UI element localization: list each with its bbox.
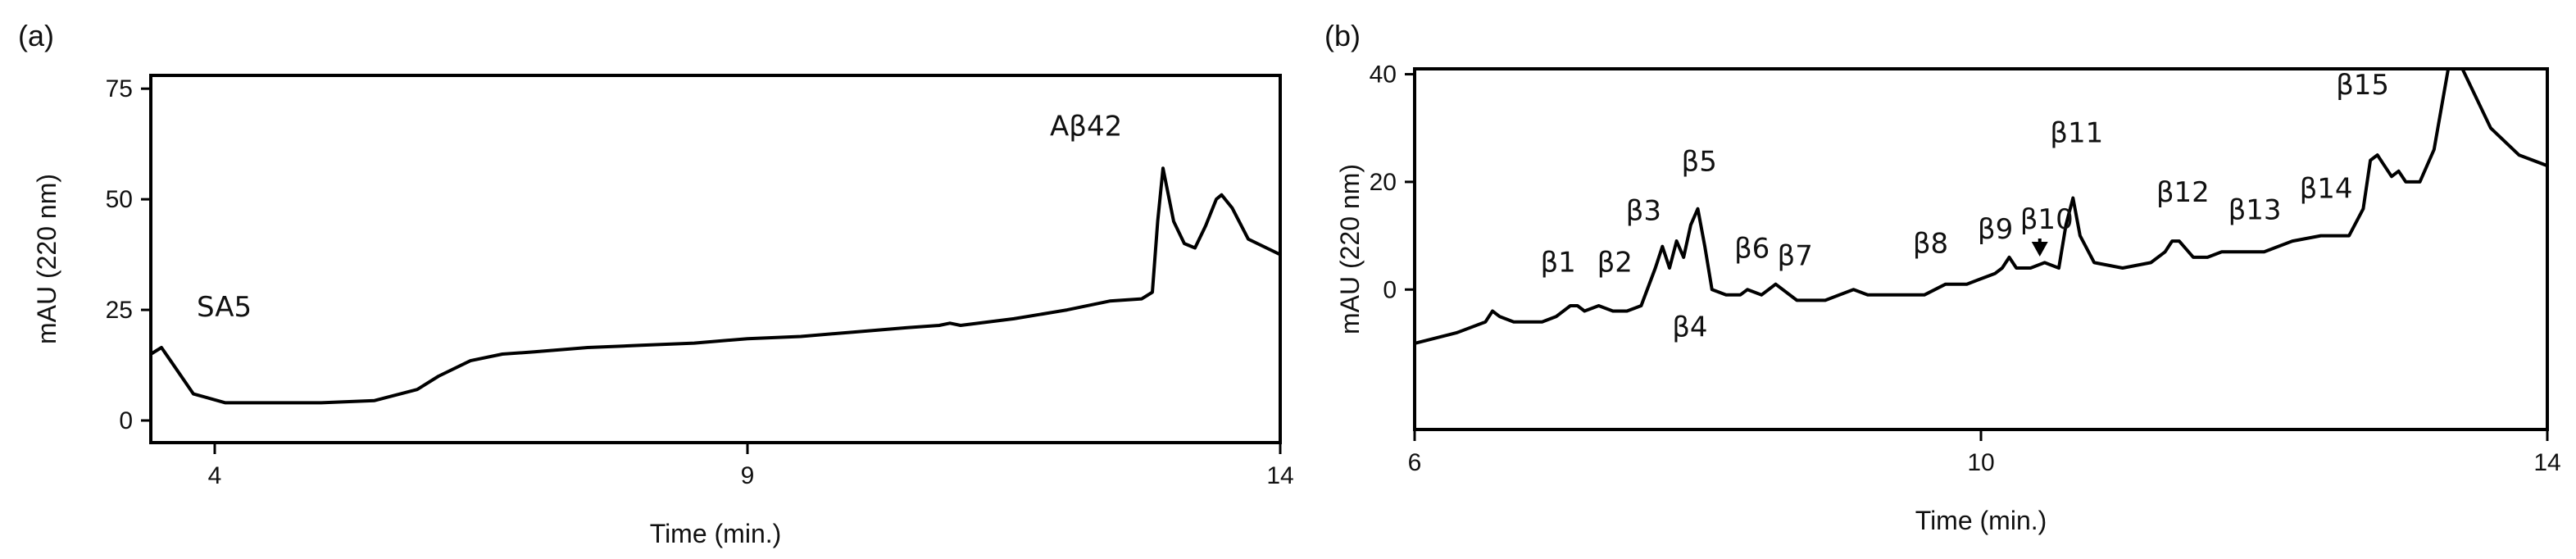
panel-b-chart: (b) 0 20 40 6 10 14 Time (min.) mAU (220 nm) β1 β2… (1324, 19, 2561, 535)
y-tick-label: 25 (106, 297, 133, 324)
peak-label: β6 (1734, 233, 1770, 266)
x-tick-label: 14 (1266, 462, 1293, 489)
peak-label: SA5 (197, 291, 252, 324)
x-axis-label: Time (min.) (650, 519, 782, 548)
peak-label: β11 (2050, 117, 2103, 150)
peak-label: β13 (2228, 193, 2282, 226)
y-tick-label: 20 (1370, 169, 1397, 196)
peak-label: β10 (2020, 203, 2074, 236)
y-tick-label: 0 (1383, 276, 1397, 303)
peak-label: β15 (2336, 69, 2389, 102)
plot-frame (1413, 67, 2549, 431)
peak-label: β8 (1913, 228, 1948, 261)
y-tick-label: 0 (119, 407, 133, 434)
x-tick-label: 4 (208, 462, 222, 489)
peak-label: β1 (1540, 247, 1575, 280)
x-tick-label: 6 (1408, 449, 1422, 476)
x-tick-label: 14 (2533, 449, 2560, 476)
y-tick-label: 75 (106, 75, 133, 102)
x-tick-label: 9 (741, 462, 755, 489)
y-tick-label: 40 (1370, 61, 1397, 89)
chromatogram-trace (1415, 69, 2547, 345)
peak-label: β14 (2300, 173, 2353, 206)
x-axis-label: Time (min.) (1915, 506, 2047, 535)
peak-label: β5 (1682, 146, 1717, 179)
peak-label: β3 (1626, 195, 1661, 228)
peak-label: Aβ42 (1050, 110, 1122, 143)
x-tick-label: 10 (1967, 449, 1994, 476)
panel-a-chart: (a) 0 25 50 75 4 9 14 Time (min.) mAU (220 nm) SA5… (18, 19, 1294, 548)
y-axis-label: mAU (220 nm) (32, 174, 61, 344)
peak-label: β7 (1778, 239, 1813, 272)
peak-label: β9 (1978, 213, 2013, 246)
panel-label: (a) (18, 19, 54, 52)
peak-label: β2 (1597, 247, 1633, 280)
peak-label: β4 (1672, 311, 1707, 343)
chromatogram-trace (151, 166, 1280, 405)
panel-label: (b) (1324, 19, 1361, 52)
arrow-head (2031, 241, 2048, 257)
y-axis-label: mAU (220 nm) (1335, 164, 1365, 334)
peak-label: β12 (2156, 176, 2210, 209)
plot-frame (149, 74, 1282, 444)
y-tick-label: 50 (106, 186, 133, 213)
